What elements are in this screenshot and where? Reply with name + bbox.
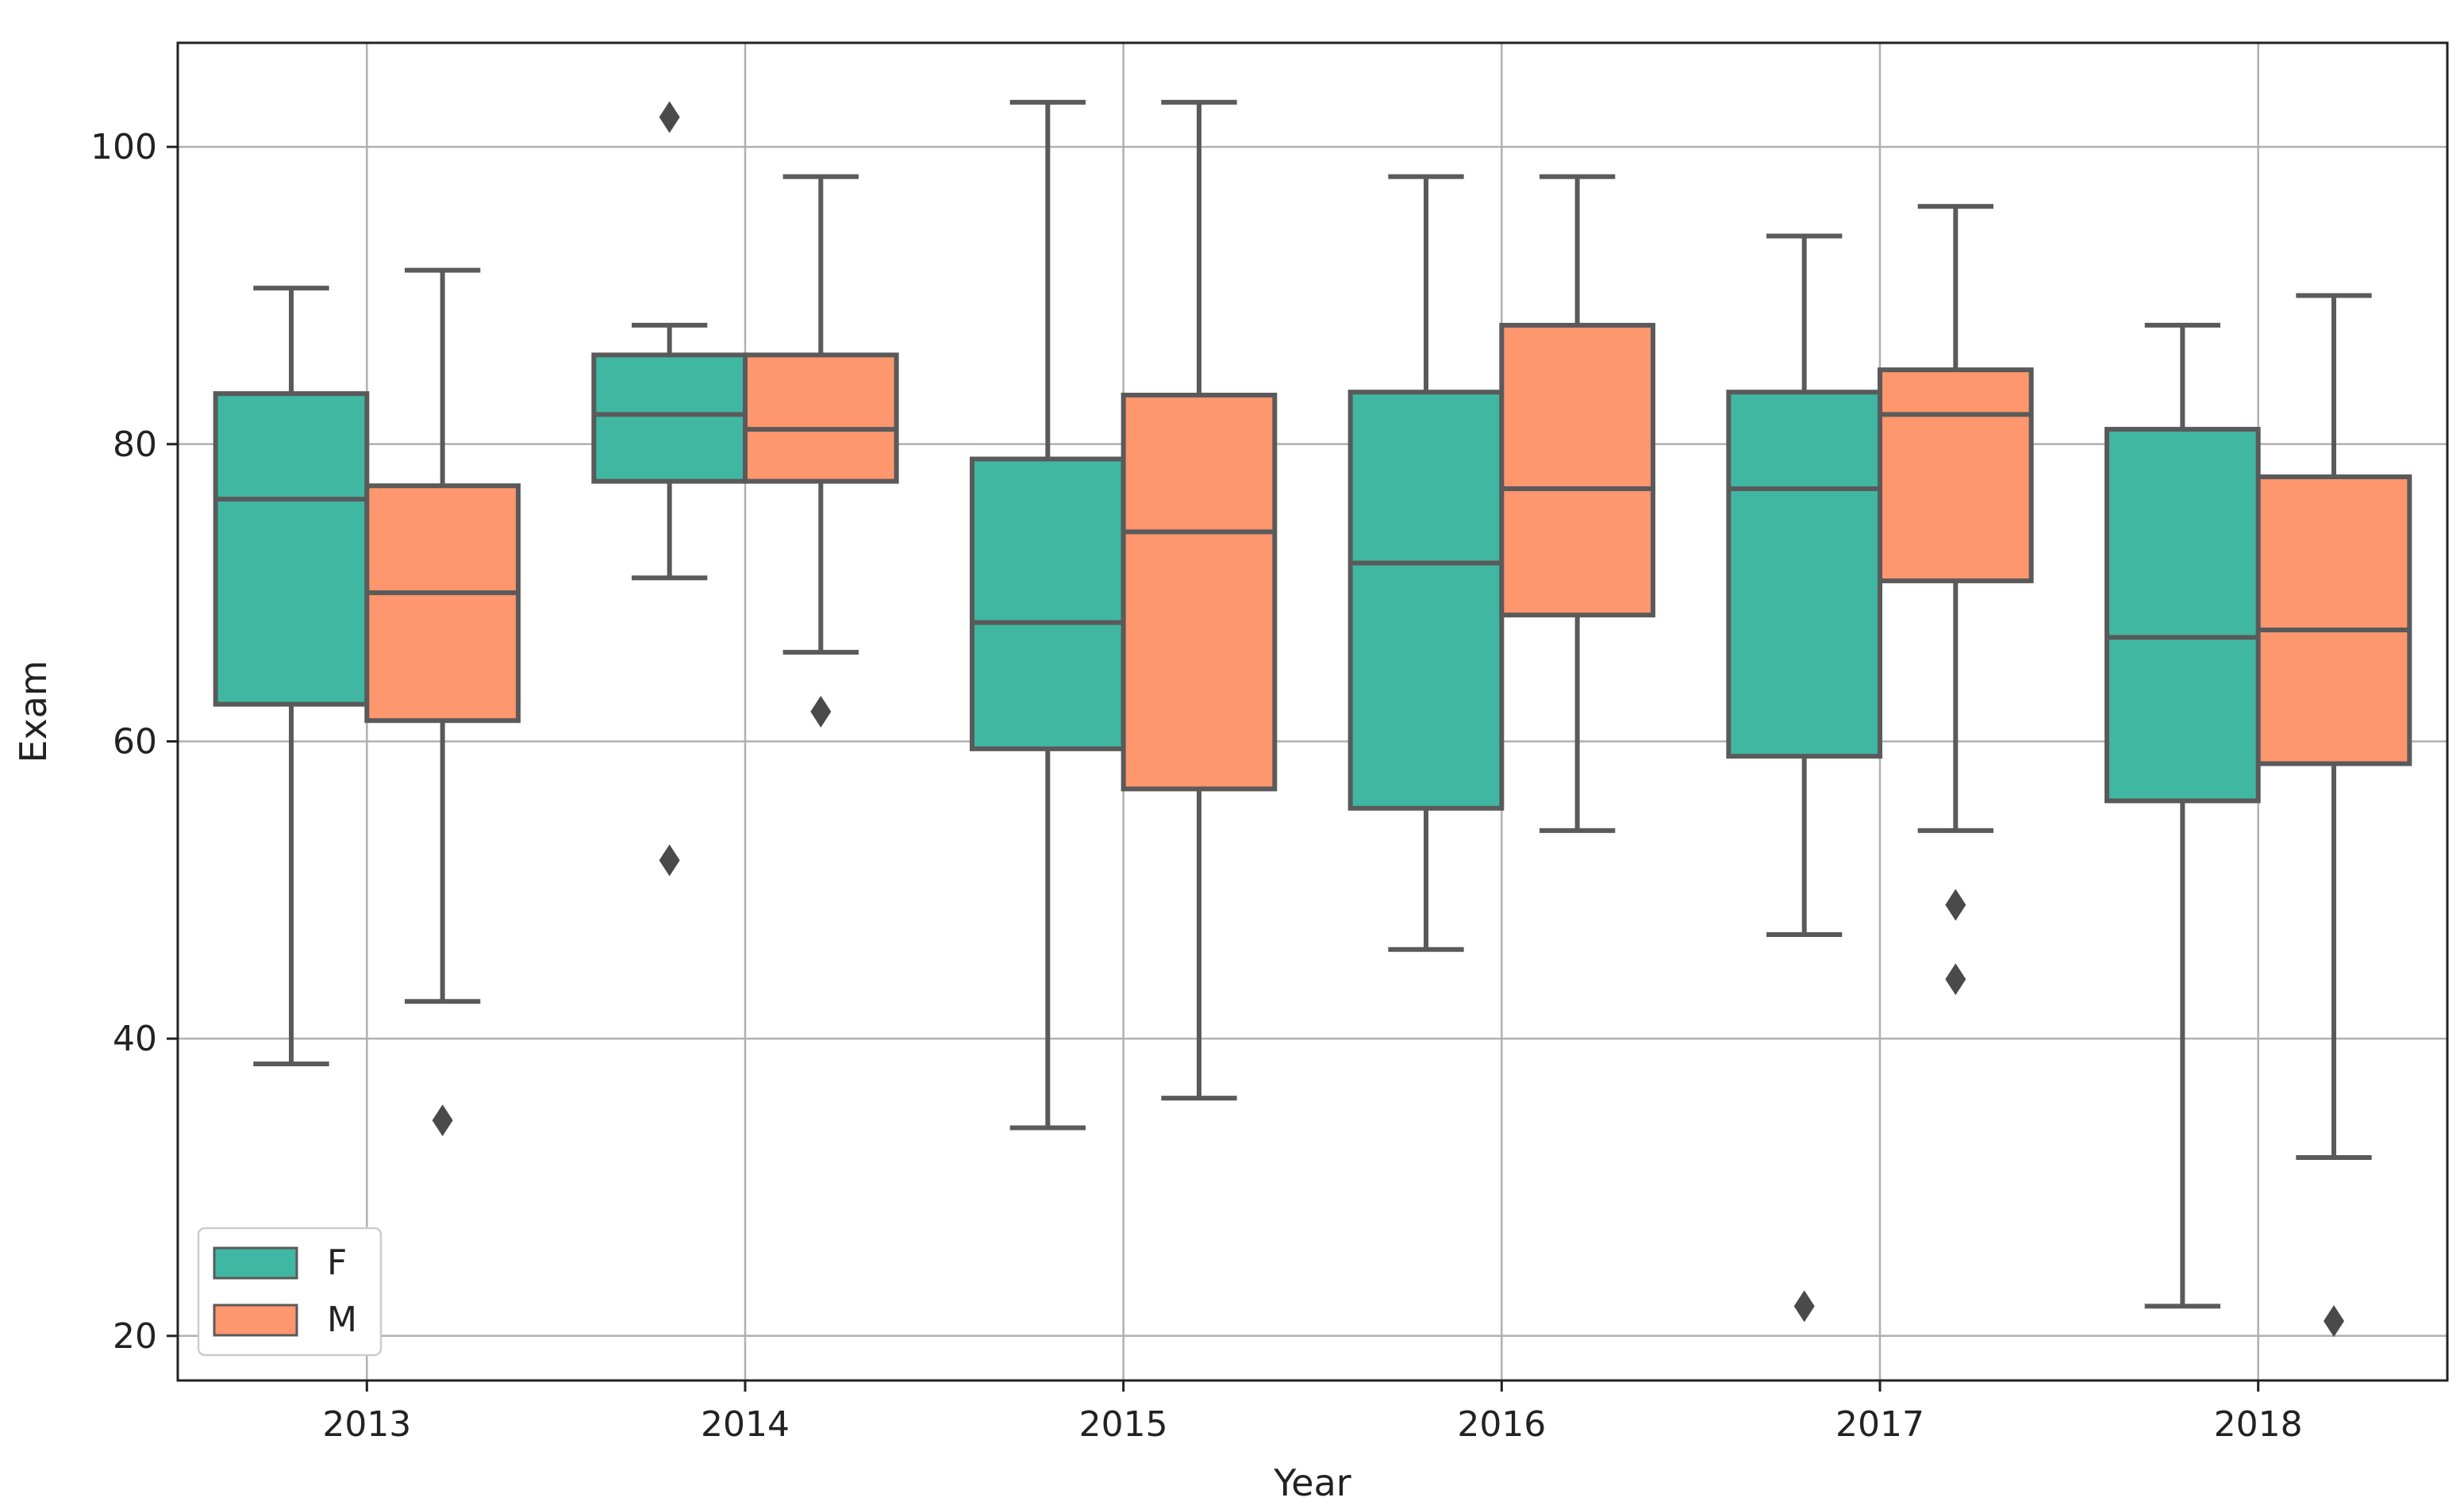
legend-swatch-m	[213, 1304, 298, 1337]
box-m-2015	[1121, 99, 1278, 1101]
outlier-f-2014-0	[659, 101, 680, 133]
outlier-m-2013-0	[432, 1104, 453, 1137]
box-f-2017	[1726, 233, 1882, 1323]
outlier-m-2017-0	[1945, 889, 1966, 921]
legend: F M	[197, 1227, 382, 1357]
box-m-2013	[364, 267, 521, 1137]
x-tick-label-2018: 2018	[2214, 1404, 2303, 1445]
box-m-2017	[1878, 204, 2034, 996]
x-axis-label: Year	[1273, 1461, 1351, 1504]
outlier-m-2018-0	[2324, 1305, 2344, 1338]
x-tick-label-2017: 2017	[1836, 1404, 1924, 1445]
outlier-m-2017-1	[1945, 963, 1966, 996]
y-tick-label-40: 40	[113, 1019, 157, 1059]
box-body-m-2014	[743, 352, 899, 484]
y-tick-label-80: 80	[113, 424, 157, 465]
box-f-2018	[2105, 322, 2261, 1309]
box-body-f-2018	[2105, 427, 2261, 804]
x-tick-label-2016: 2016	[1457, 1404, 1546, 1445]
box-body-f-2017	[1726, 390, 1882, 759]
box-f-2014	[591, 101, 748, 877]
y-axis-label: Exam	[12, 660, 55, 762]
outlier-f-2017-0	[1793, 1290, 1815, 1323]
y-tick-label-100: 100	[90, 127, 157, 167]
box-f-2016	[1347, 174, 1505, 952]
box-plots	[213, 99, 2412, 1338]
box-body-m-2017	[1878, 367, 2034, 584]
box-body-m-2015	[1121, 392, 1278, 792]
legend-swatch-f	[213, 1246, 298, 1280]
box-f-2015	[970, 99, 1126, 1131]
box-m-2016	[1499, 174, 1656, 833]
box-body-f-2014	[591, 352, 748, 484]
box-body-f-2016	[1347, 390, 1505, 811]
box-body-f-2013	[213, 391, 370, 707]
axis-ticks: 20 40 60 80 100 2013 2014 2015 2016 2017 2018	[90, 127, 2303, 1445]
y-tick-label-20: 20	[113, 1316, 157, 1357]
box-body-f-2015	[970, 456, 1126, 751]
outlier-m-2014-0	[810, 696, 832, 728]
y-tick-label-60: 60	[113, 721, 157, 762]
box-body-m-2013	[364, 483, 521, 724]
x-tick-label-2015: 2015	[1079, 1404, 1168, 1445]
box-body-m-2018	[2255, 474, 2412, 766]
plot-frame	[176, 41, 2449, 1382]
legend-label-f: F	[327, 1242, 347, 1283]
box-m-2014	[743, 174, 899, 728]
box-m-2018	[2255, 293, 2412, 1338]
outlier-f-2014-1	[659, 844, 680, 877]
x-tick-label-2013: 2013	[322, 1404, 411, 1445]
box-f-2013	[213, 286, 370, 1066]
legend-label-m: M	[327, 1300, 357, 1340]
box-body-m-2016	[1499, 322, 1656, 618]
x-tick-label-2014: 2014	[701, 1404, 790, 1445]
